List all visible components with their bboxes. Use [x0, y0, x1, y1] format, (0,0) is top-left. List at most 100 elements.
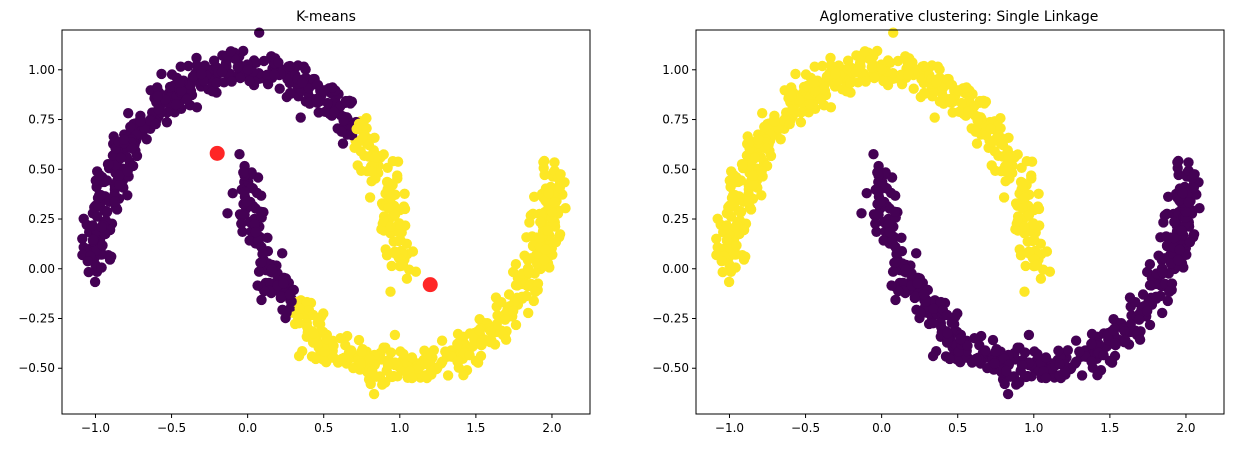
x-tick: 1.0	[390, 414, 409, 435]
data-point	[397, 259, 409, 271]
data-point	[256, 294, 267, 306]
data-point	[284, 60, 296, 72]
data-point	[1035, 273, 1047, 284]
data-point	[1189, 169, 1200, 180]
data-point	[527, 208, 539, 219]
data-point	[868, 149, 879, 160]
data-point	[538, 157, 549, 168]
agglomerative-y-axis: −0.50 −0.25 0.00 0.25 0.50 0.75 1.00	[652, 63, 696, 375]
data-point	[235, 72, 246, 84]
data-point	[262, 232, 273, 243]
data-point	[535, 216, 546, 228]
x-tick-label: 0.0	[238, 421, 257, 435]
data-point	[1144, 280, 1156, 291]
data-point	[337, 138, 349, 149]
x-tick-label: −0.5	[791, 421, 820, 435]
x-tick-label: 1.0	[390, 421, 409, 435]
data-point	[273, 57, 284, 68]
agglomerative-panel: Aglomerative clustering: Single Linkage …	[652, 9, 1225, 435]
data-point	[745, 204, 757, 215]
x-tick-label: 0.0	[872, 421, 891, 435]
data-point	[1020, 260, 1031, 272]
data-point	[915, 307, 926, 319]
data-point	[1000, 176, 1011, 187]
data-point	[1158, 217, 1169, 228]
data-point	[1086, 338, 1097, 350]
data-point	[1176, 225, 1188, 236]
x-tick-label: 0.5	[314, 421, 333, 435]
x-tick: −0.5	[791, 414, 820, 435]
data-point	[890, 256, 901, 268]
centroid-marker	[422, 277, 438, 293]
kmeans-x-axis: −1.0 −0.5 0.0 0.5 1.0 1.5 2.0	[81, 414, 562, 435]
data-point	[308, 328, 319, 339]
data-point	[226, 76, 237, 87]
data-point	[1086, 356, 1097, 367]
data-point	[786, 90, 797, 102]
data-point	[91, 211, 103, 222]
data-point	[382, 360, 394, 371]
data-point	[875, 196, 886, 207]
data-point	[728, 169, 739, 181]
data-point	[102, 206, 113, 217]
data-point	[311, 79, 323, 90]
y-tick: −0.50	[652, 361, 696, 375]
data-point	[322, 97, 333, 109]
data-point	[303, 83, 315, 94]
data-point	[740, 251, 751, 262]
data-point	[115, 152, 127, 164]
data-point	[1033, 188, 1044, 199]
data-point	[1076, 370, 1088, 381]
agglomerative-title: Aglomerative clustering: Single Linkage	[820, 9, 1099, 25]
data-point	[930, 77, 942, 88]
data-point	[258, 55, 270, 67]
data-point	[542, 225, 554, 236]
y-tick-label: −0.50	[652, 361, 689, 375]
data-point	[82, 256, 93, 267]
data-point	[490, 292, 502, 303]
data-point	[884, 57, 896, 68]
data-point	[1137, 289, 1149, 300]
y-tick: −0.50	[18, 361, 62, 375]
data-point	[1194, 203, 1205, 214]
data-point	[861, 188, 872, 199]
data-point	[989, 358, 1000, 369]
data-point	[113, 170, 125, 181]
data-point	[101, 175, 113, 186]
data-point	[311, 93, 322, 105]
data-point	[1183, 197, 1194, 208]
data-point	[1026, 170, 1037, 181]
data-point	[1144, 259, 1156, 270]
data-point	[1017, 180, 1028, 192]
data-point	[956, 97, 967, 109]
data-point	[1168, 232, 1180, 244]
data-point	[529, 191, 540, 202]
data-point	[261, 69, 273, 81]
data-point	[842, 55, 854, 66]
data-point	[385, 286, 396, 297]
data-point	[725, 211, 737, 222]
data-point	[825, 52, 836, 64]
data-point	[1053, 345, 1064, 356]
data-point	[1169, 216, 1180, 228]
kmeans-panel: K-means −1.0 −0.5 0.0 0.5 1.0 1.5 2.0 −0.50−0.…	[18, 9, 591, 435]
data-point	[795, 117, 807, 128]
y-tick-label: −0.25	[652, 311, 689, 325]
data-point	[560, 203, 571, 214]
y-tick-label: 0.25	[28, 212, 55, 226]
data-point	[452, 328, 464, 340]
data-point	[394, 234, 405, 246]
data-point	[927, 350, 939, 362]
data-point	[399, 188, 410, 199]
data-point	[420, 358, 431, 370]
data-point	[156, 68, 167, 80]
data-point	[872, 167, 883, 178]
data-point	[889, 206, 900, 217]
data-point	[1002, 388, 1014, 400]
data-point	[254, 27, 265, 38]
data-point	[987, 334, 999, 346]
data-point	[458, 370, 469, 381]
data-point	[236, 218, 247, 229]
data-point	[1027, 218, 1039, 230]
data-point	[77, 233, 88, 244]
